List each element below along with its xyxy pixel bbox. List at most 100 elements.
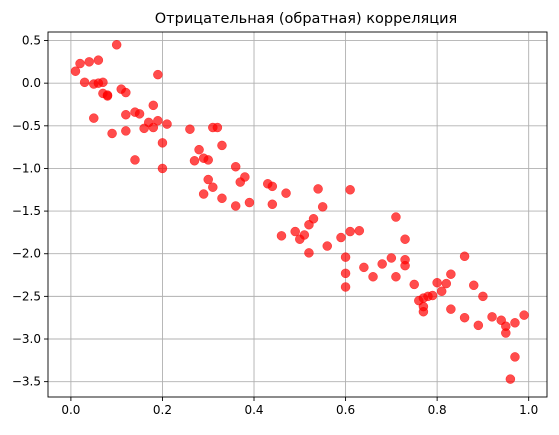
y-tick-label: 0.0 [22, 76, 41, 90]
scatter-point [157, 163, 168, 174]
y-tick-label: −2.5 [12, 289, 41, 303]
scatter-point [84, 57, 94, 67]
scatter-point [345, 185, 355, 195]
scatter-point [189, 156, 200, 166]
scatter-point [276, 231, 287, 241]
scatter-point [368, 272, 378, 282]
scatter-point [391, 272, 401, 282]
scatter-point [446, 269, 456, 279]
scatter-point [391, 212, 401, 222]
scatter-point [336, 232, 346, 243]
scatter-point [377, 259, 387, 269]
scatter-point [244, 197, 255, 208]
x-tick-label: 0.0 [61, 403, 80, 417]
scatter-point [400, 234, 410, 244]
data-points [70, 40, 529, 384]
scatter-point [313, 184, 323, 194]
scatter-point [75, 58, 85, 69]
scatter-point [418, 306, 429, 317]
scatter-point [93, 55, 104, 65]
scatter-point [89, 113, 99, 123]
scatter-point [157, 138, 168, 148]
scatter-point [217, 140, 227, 151]
scatter-point [473, 320, 484, 331]
y-tick-label: −2.0 [12, 247, 41, 261]
scatter-point [134, 109, 145, 119]
scatter-point [230, 161, 241, 172]
scatter-point [194, 144, 204, 155]
scatter-point [317, 202, 328, 212]
scatter-point [267, 181, 278, 192]
scatter-point [459, 312, 470, 323]
scatter-point [121, 87, 131, 98]
scatter-point [409, 279, 419, 290]
scatter-point [308, 214, 319, 224]
scatter-point [162, 119, 172, 129]
plot-area-frame [47, 31, 548, 398]
scatter-point [519, 310, 529, 320]
scatter-point [432, 277, 442, 288]
grid-lines [48, 32, 547, 397]
scatter-point [217, 193, 227, 204]
scatter-point [153, 115, 163, 126]
scatter-point [359, 262, 369, 273]
y-tick-label: 0.5 [22, 34, 41, 48]
axis-ticks: 0.0 0.2 0.4 0.6 0.8 1.0 0.5 0.0 −0.5 −1.0 −1.5 −2.0… [12, 34, 538, 417]
scatter-point [322, 241, 333, 251]
scatter-point [510, 352, 520, 362]
scatter-point [345, 226, 355, 237]
y-tick-label: −1.5 [12, 204, 41, 218]
scatter-point [121, 109, 131, 120]
scatter-point [386, 253, 397, 263]
scatter-point [79, 77, 90, 88]
scatter-point [121, 126, 131, 136]
scatter-point [98, 77, 108, 88]
scatter-point [240, 172, 250, 182]
scatter-point [340, 282, 351, 292]
scatter-point [230, 201, 241, 211]
y-tick-label: −1.0 [12, 161, 41, 175]
scatter-point [148, 122, 159, 133]
x-tick-label: 0.2 [153, 403, 172, 417]
scatter-point [107, 128, 117, 139]
scatter-point [469, 280, 479, 291]
scatter-point [281, 188, 291, 198]
scatter-point [505, 374, 516, 384]
scatter-point [478, 291, 488, 302]
scatter-point [501, 328, 511, 338]
x-tick-label: 1.0 [519, 403, 538, 417]
scatter-point [203, 155, 213, 165]
scatter-point [102, 90, 113, 100]
y-tick-label: −3.0 [12, 332, 41, 346]
x-tick-label: 0.6 [336, 403, 355, 417]
scatter-point [446, 304, 456, 314]
x-tick-label: 0.4 [244, 403, 263, 417]
scatter-point [340, 268, 351, 279]
y-tick-label: −0.5 [12, 119, 41, 133]
scatter-point [400, 260, 410, 271]
scatter-point [436, 286, 447, 297]
x-tick-label: 0.8 [428, 403, 447, 417]
scatter-point [427, 290, 438, 301]
scatter-point [111, 40, 122, 50]
scatter-point [441, 278, 452, 289]
scatter-point [198, 189, 209, 199]
scatter-point [153, 69, 163, 80]
scatter-point [148, 100, 159, 111]
scatter-point [290, 226, 300, 237]
chart-title: Отрицательная (обратная) корреляция [155, 11, 457, 27]
scatter-point [212, 122, 223, 133]
scatter-point [130, 155, 140, 165]
scatter-point [267, 199, 278, 210]
scatter-point [208, 182, 218, 192]
scatter-point [354, 225, 365, 236]
scatter-point [299, 230, 310, 240]
scatter-point [70, 66, 81, 76]
scatter-point [459, 251, 470, 262]
scatter-point [340, 252, 351, 262]
scatter-point [487, 312, 497, 322]
scatter-point [185, 124, 195, 134]
y-tick-label: −3.5 [12, 375, 41, 389]
